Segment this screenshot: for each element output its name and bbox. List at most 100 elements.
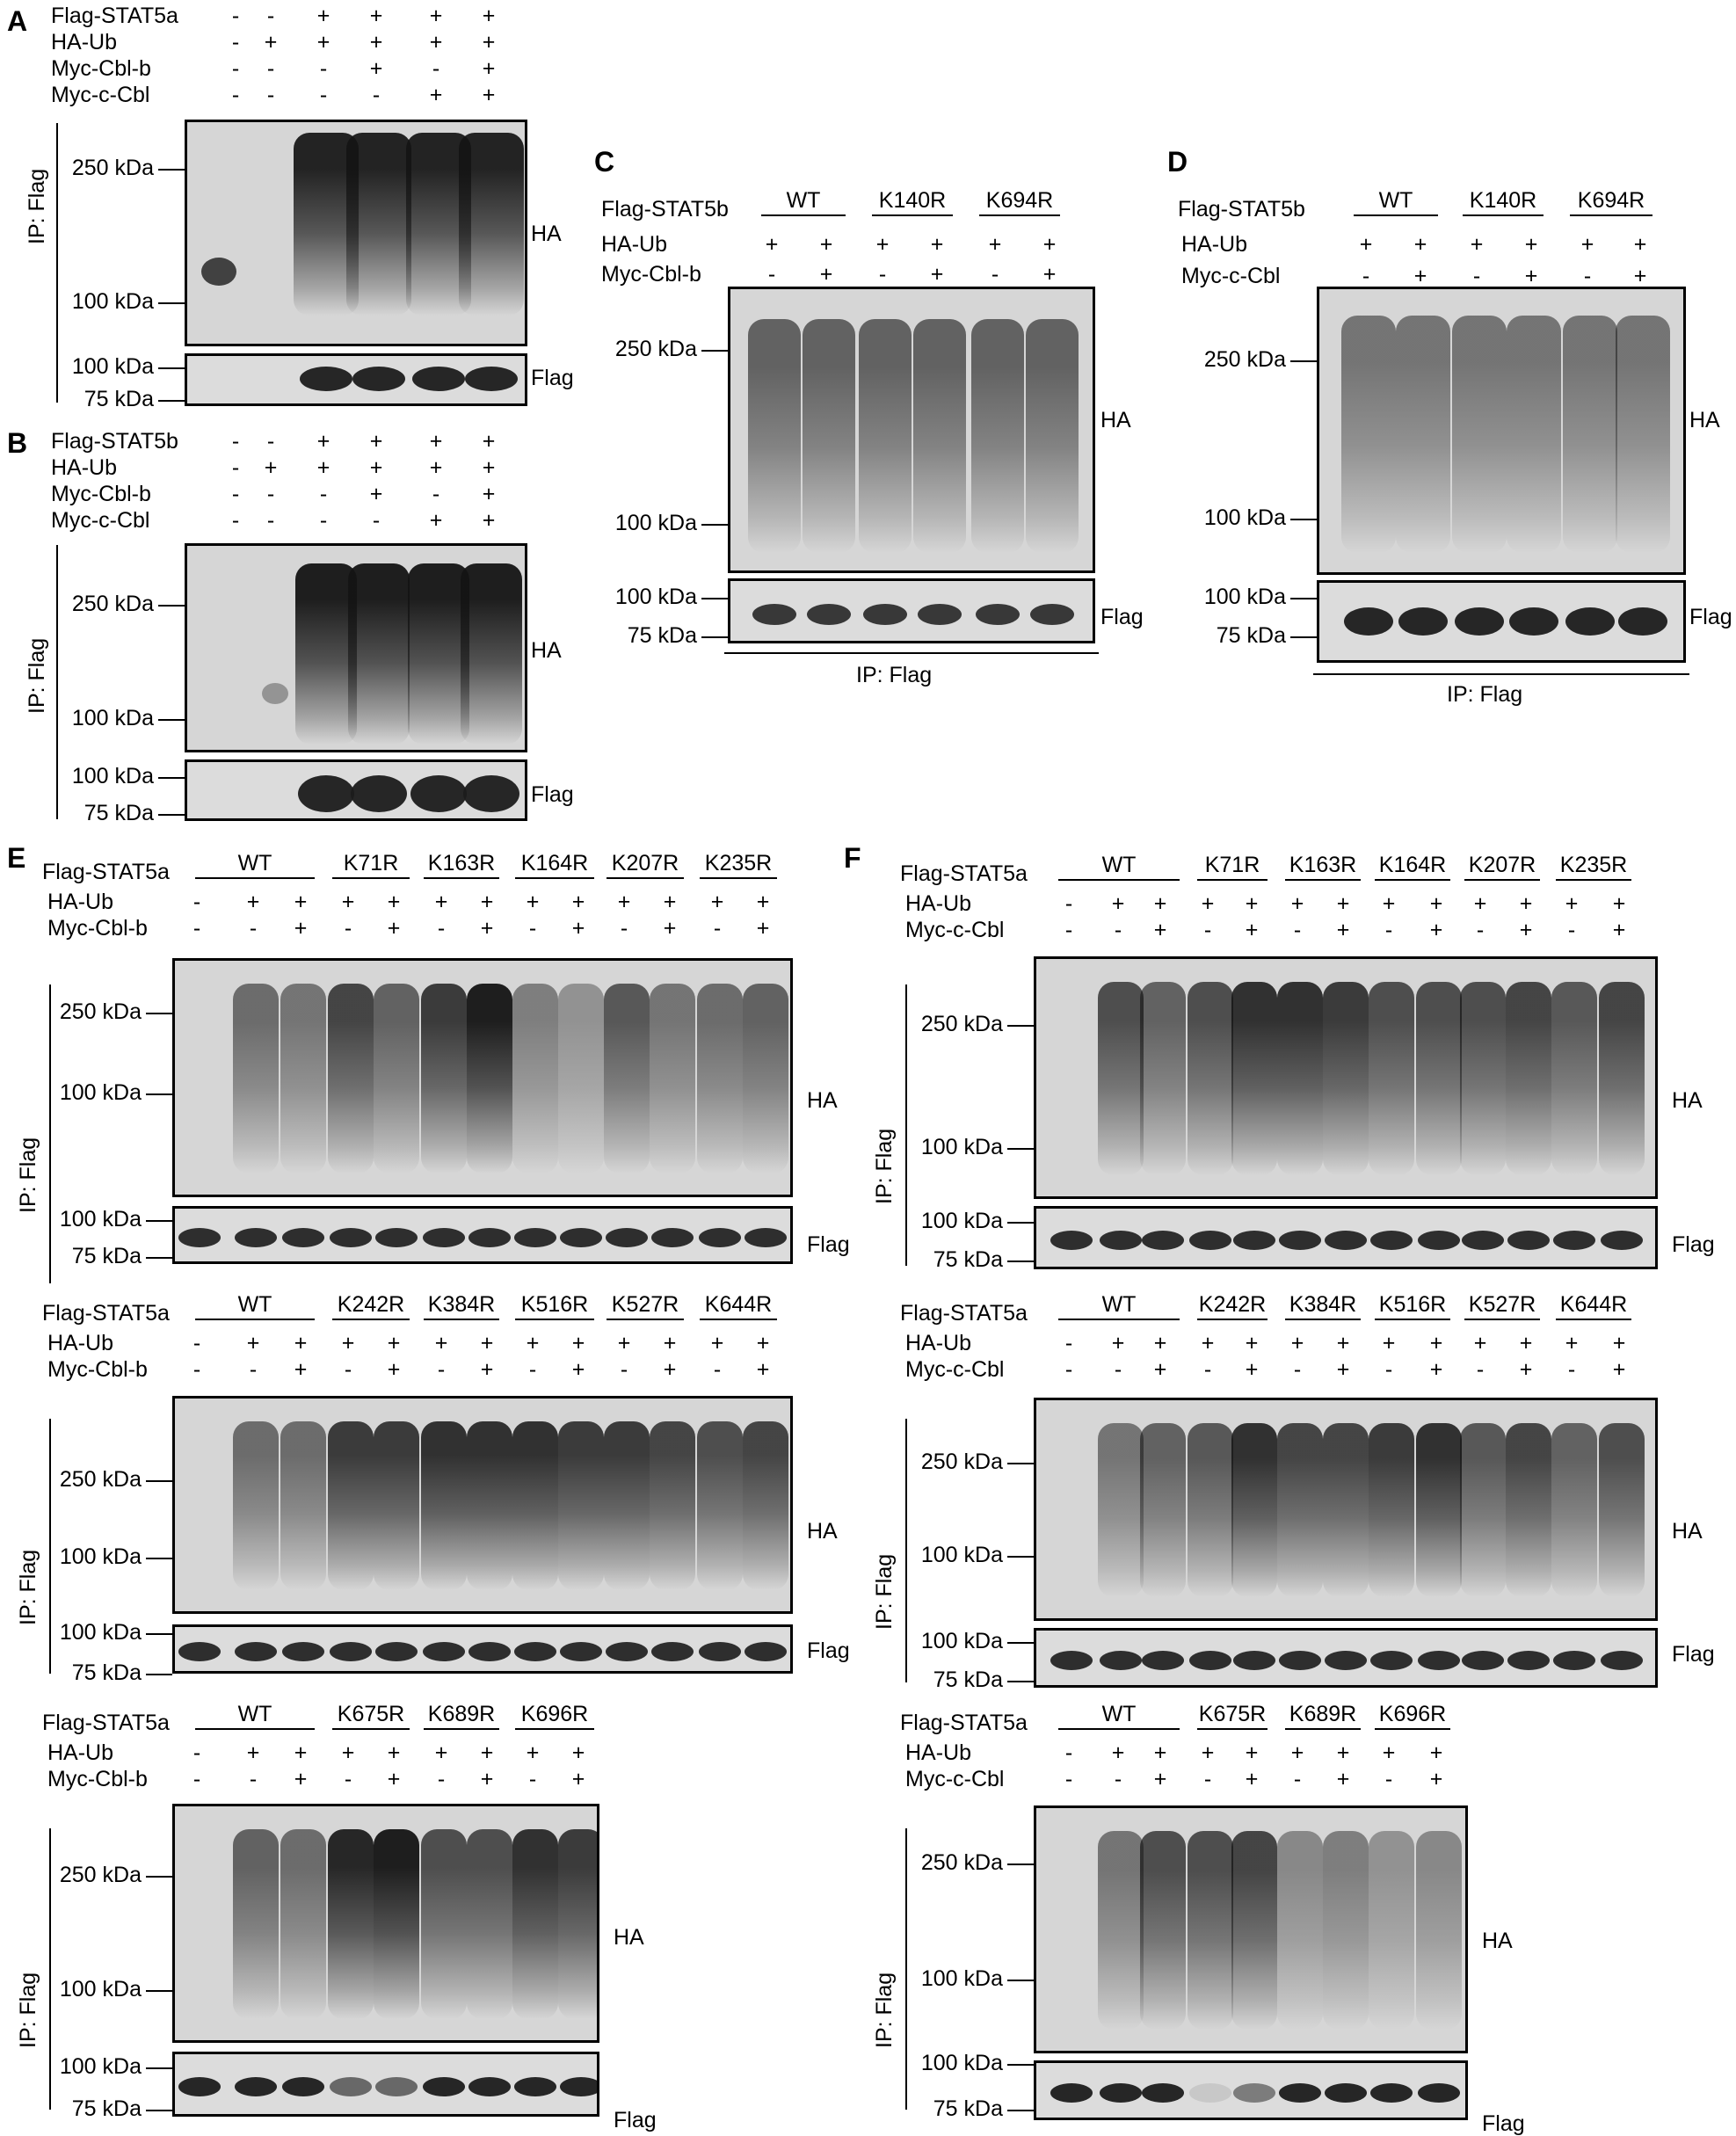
ubiquitin-smear [1416, 982, 1462, 1175]
protein-band [1455, 607, 1504, 636]
ubiquitin-smear [295, 563, 357, 745]
lane-sign: + [1524, 264, 1538, 288]
lane-sign: + [1245, 1357, 1259, 1382]
group-label: K235R [704, 851, 773, 875]
lane-sign: + [482, 429, 496, 454]
ubiquitin-smear [1277, 1423, 1323, 1597]
mw-marker-tick [1007, 1980, 1034, 1981]
lane-sign: + [429, 429, 443, 454]
ip-label: IP: Flag [856, 663, 933, 687]
lane-sign: + [429, 30, 443, 54]
ubiquitin-smear [233, 984, 279, 1173]
lane-sign: + [369, 56, 383, 81]
row-label-flag-stat5a: Flag-STAT5a [42, 1301, 170, 1326]
protein-band [1142, 2083, 1184, 2103]
lane-sign: - [437, 916, 446, 941]
lane-sign: + [1633, 232, 1647, 257]
mw-marker-tick [158, 719, 185, 721]
lane-sign: - [249, 916, 258, 941]
group-label: K384R [427, 1292, 496, 1317]
lane-sign: + [571, 1357, 585, 1382]
mw-marker-label: 75 kDa [1216, 623, 1286, 648]
flag-blot [172, 1624, 793, 1674]
protein-band [752, 604, 796, 625]
protein-band [1601, 1651, 1643, 1670]
ubiquitin-smear [374, 1829, 419, 2019]
lane-sign: + [480, 916, 494, 941]
flag-label: Flag [614, 2108, 657, 2132]
ubiquitin-smear [467, 984, 512, 1173]
group-label: WT [1101, 1292, 1137, 1317]
flag-label: Flag [807, 1638, 850, 1663]
lane-sign: + [571, 1767, 585, 1791]
group-label: WT [237, 1292, 272, 1317]
ubiquitin-smear [467, 1829, 512, 2019]
ubiquitin-smear [1098, 982, 1144, 1175]
group-underline [1058, 879, 1180, 881]
lane-sign: + [710, 890, 724, 914]
group-underline [1570, 214, 1652, 216]
group-label: K694R [985, 188, 1054, 213]
lane-sign: - [991, 262, 999, 287]
protein-band [1565, 607, 1615, 636]
ubiquitin-smear [1369, 1423, 1414, 1597]
group-underline [1197, 879, 1267, 881]
lane-sign: + [480, 1767, 494, 1791]
lane-sign: - [1203, 1767, 1212, 1791]
lane-sign: + [1245, 918, 1259, 942]
protein-band [1189, 1651, 1231, 1670]
protein-band [1509, 607, 1558, 636]
lane-sign: - [1064, 1357, 1073, 1382]
group-label: K516R [520, 1292, 589, 1317]
lane-sign: + [387, 916, 401, 941]
protein-band [469, 1642, 511, 1661]
protein-band [178, 2077, 221, 2096]
protein-band [1050, 2083, 1093, 2103]
ip-label: IP: Flag [16, 1137, 40, 1213]
lane-sign: + [1612, 891, 1626, 916]
ubiquitin-smear [1369, 1831, 1414, 2030]
row-label-e3: Myc-c-Cbl [905, 1357, 1005, 1382]
protein-band [201, 258, 236, 286]
group-underline [700, 1319, 777, 1320]
group-underline [700, 877, 777, 879]
group-label: WT [237, 851, 272, 875]
group-label: K527R [611, 1292, 679, 1317]
ha-label: HA [807, 1088, 838, 1113]
row-label-ha-ub: HA-Ub [47, 1331, 114, 1355]
group-underline [1354, 214, 1438, 216]
lane-sign: - [249, 1767, 258, 1791]
group-underline [332, 1319, 410, 1320]
group-underline [979, 214, 1060, 216]
ubiquitin-smear [650, 984, 695, 1173]
group-underline [1556, 879, 1631, 881]
group-label: K242R [337, 1292, 405, 1317]
protein-band [1189, 2083, 1231, 2103]
lane-sign: - [192, 1767, 201, 1791]
lane-sign: + [765, 232, 779, 257]
group-underline [515, 877, 594, 879]
ubiquitin-smear [1026, 319, 1079, 553]
protein-band [1398, 607, 1448, 636]
protein-band [1618, 607, 1667, 636]
protein-band [1050, 1651, 1093, 1670]
flag-blot [172, 2052, 599, 2117]
lane-sign: - [231, 83, 240, 107]
mw-marker-label: 100 kDa [71, 289, 154, 314]
protein-band [560, 1642, 602, 1661]
lane-sign: + [617, 1331, 631, 1355]
lane-sign: + [482, 455, 496, 480]
protein-band [1418, 1231, 1460, 1250]
row-label-e3: Myc-Cbl-b [47, 1357, 148, 1382]
ubiquitin-smear [1323, 1423, 1369, 1597]
protein-band [1142, 1231, 1184, 1250]
ip-bracket [49, 1828, 51, 2110]
lane-sign: + [1153, 891, 1167, 916]
lane-sign: - [192, 1740, 201, 1765]
mw-marker-label: 250 kDa [59, 1467, 142, 1492]
protein-band [469, 1228, 511, 1247]
protein-band [375, 1228, 418, 1247]
protein-band [514, 1642, 556, 1661]
panel-label-f: F [844, 842, 861, 874]
ip-label: IP: Flag [872, 1128, 897, 1204]
